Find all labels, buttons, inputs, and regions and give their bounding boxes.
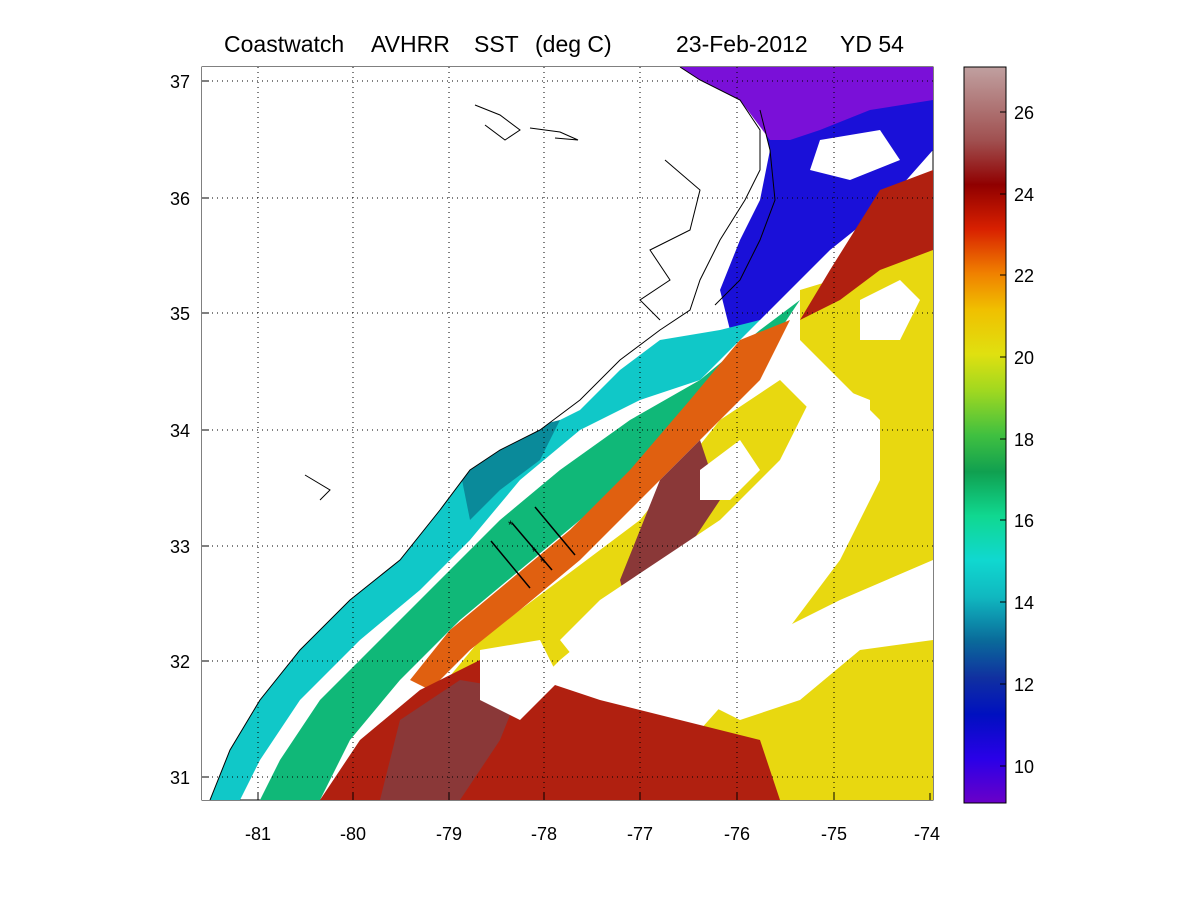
cloud-region-3 [480,640,560,720]
lon-tick-label: -76 [724,824,750,844]
purple-water-region [680,67,933,140]
hot-water-region [410,320,790,690]
teal-water-region [460,420,560,520]
colorbar-tick-label: 12 [1014,675,1034,695]
title-product: Coastwatch [224,31,344,57]
lat-tick-label: 32 [170,652,190,672]
cloud-region-4 [810,130,900,180]
colorbar-tick-label: 18 [1014,430,1034,450]
lon-tick-label: -80 [340,824,366,844]
colorbar-tick-label: 14 [1014,593,1034,613]
colorbar-tick-label: 26 [1014,103,1034,123]
colorbar-tick-label: 20 [1014,348,1034,368]
lon-tick-label: -75 [821,824,847,844]
title-sensor: AVHRR [371,31,450,57]
axis-ticks [202,80,931,800]
transect-line [534,506,576,556]
lat-tick-label: 31 [170,768,190,788]
colorbar-labels: 26 24 22 20 18 16 14 12 10 [1014,103,1034,777]
title-units: (deg C) [535,31,612,57]
cloud-region-5 [860,280,920,340]
lake-outline [474,104,521,141]
colorbar-ticks [1000,111,1006,767]
green-water-region [260,300,800,800]
cloud-region [560,380,870,690]
warm-water-region [640,250,933,800]
coastline [209,67,761,800]
lon-tick-label: -81 [245,824,271,844]
lon-tick-label: -79 [436,824,462,844]
lat-tick-label: 34 [170,421,190,441]
gulfstream-region [800,170,933,320]
colorbar [963,66,1007,804]
figure-title: Coastwatch AVHRR SST (deg C) 23-Feb-2012… [224,31,904,57]
lat-tick-label: 37 [170,72,190,92]
lake-outline-2 [529,127,579,141]
station-marker: * [532,545,537,559]
lon-tick-label: -74 [914,824,940,844]
colorbar-tick-label: 22 [1014,266,1034,286]
title-yearday: YD 54 [840,31,904,57]
station-marker: * [540,555,545,569]
lat-tick-label: 36 [170,189,190,209]
barrier-islands [714,109,776,306]
station-marker: * [508,518,513,532]
colorbar-tick-label: 10 [1014,757,1034,777]
cloud-region-6 [700,440,760,500]
gulfstream-core-region [380,680,520,800]
grid [202,67,933,800]
lat-tick-label: 33 [170,537,190,557]
title-variable: SST [474,31,519,57]
sst-image [202,67,933,800]
lon-axis-labels: -81 -80 -79 -78 -77 -76 -75 -74 [245,824,940,844]
transect-line [490,540,531,589]
land-area [202,67,760,800]
cloud-region-2 [700,560,933,720]
title-date: 23-Feb-2012 [676,31,808,57]
colorbar-tick-label: 24 [1014,185,1034,205]
colorbar-tick-label: 16 [1014,511,1034,531]
sound-shoreline [639,159,701,321]
lake-outline-3 [304,474,331,501]
lat-tick-label: 35 [170,304,190,324]
lat-axis-labels: 37 36 35 34 33 32 31 [170,72,190,788]
lon-tick-label: -77 [627,824,653,844]
lon-tick-label: -78 [531,824,557,844]
land-mask [202,67,776,800]
